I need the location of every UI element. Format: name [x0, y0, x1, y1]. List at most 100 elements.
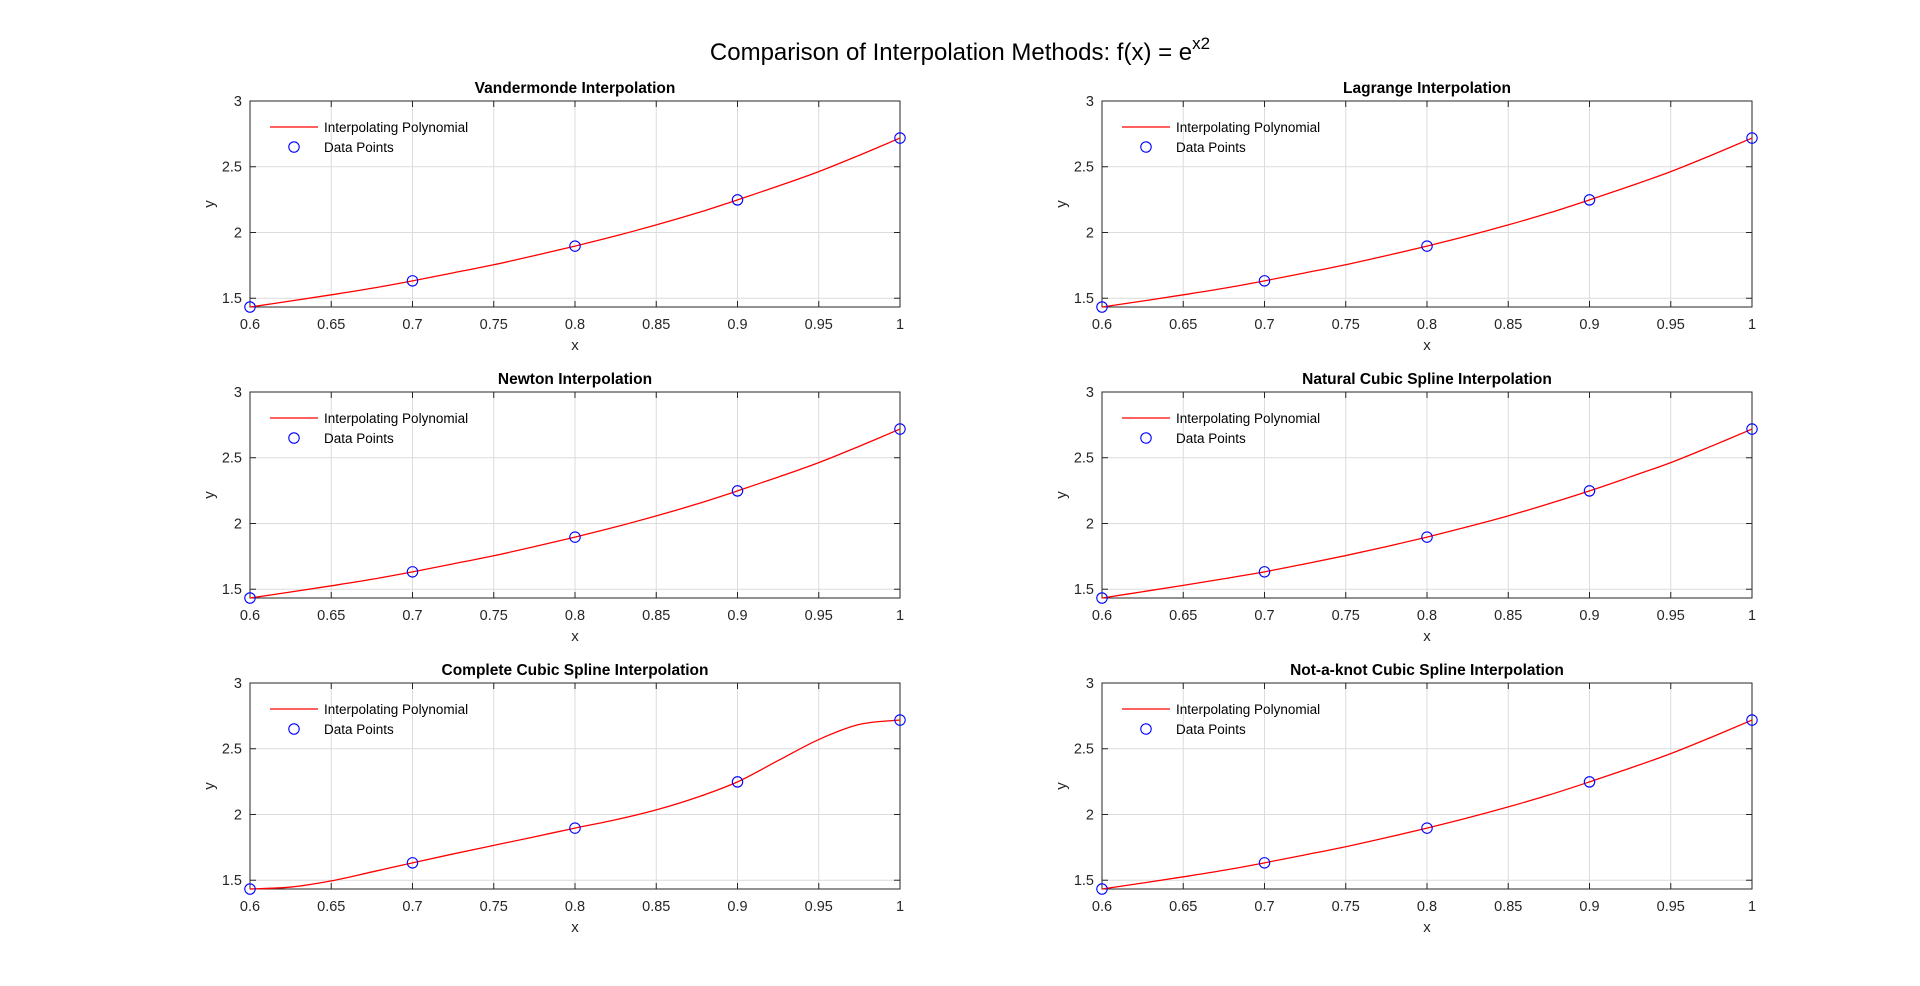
legend: Interpolating Polynomial Data Points: [1122, 702, 1320, 737]
series-markers-data-points: [244, 714, 906, 895]
data-point-marker: [1258, 275, 1271, 287]
x-tick-label: 0.75: [480, 899, 508, 915]
x-tick-label: 0.8: [565, 899, 585, 915]
y-tick-label: 3: [234, 385, 242, 401]
y-axis-label: y: [1053, 782, 1070, 790]
series-markers-data-points: [1096, 714, 1758, 895]
x-axis-label: x: [571, 628, 579, 645]
x-tick-label: 0.85: [642, 608, 670, 624]
data-point-marker: [569, 240, 581, 252]
legend: Interpolating Polynomial Data Points: [270, 411, 468, 446]
subplot-vandermonde-interpolation: 0.6 0.65 0.7 0.75 0.8 0.85 0.9 0.95 1 1.5 2 2.5 3 Van…: [201, 80, 906, 354]
data-point-marker: [1421, 531, 1433, 543]
data-point-marker: [731, 485, 744, 497]
data-point-marker: [1421, 822, 1433, 834]
legend-entry-label: Interpolating Polynomial: [1176, 411, 1320, 426]
x-tick-label: 0.9: [1579, 899, 1599, 915]
subplot-title: Vandermonde Interpolation: [475, 80, 676, 97]
data-point-marker: [1096, 301, 1108, 313]
subplot-title: Newton Interpolation: [498, 371, 652, 388]
y-tick-label: 2.5: [1074, 742, 1094, 758]
x-tick-label: 0.9: [1579, 317, 1599, 333]
legend-marker-sample: [288, 432, 300, 444]
series-markers-data-points: [244, 423, 906, 604]
x-tick-label: 1: [896, 608, 904, 624]
data-point-marker: [1258, 566, 1271, 578]
legend-marker-sample: [1140, 432, 1152, 444]
x-tick-label: 0.7: [1254, 317, 1274, 333]
data-point-marker: [731, 194, 744, 206]
x-tick-label: 0.7: [402, 317, 422, 333]
data-point-marker: [1421, 240, 1433, 252]
legend-entry-label: Interpolating Polynomial: [1176, 702, 1320, 717]
x-tick-label: 0.65: [1169, 899, 1197, 915]
data-point-marker: [1096, 883, 1108, 895]
y-tick-label: 2.5: [222, 742, 242, 758]
legend-entry-label: Interpolating Polynomial: [324, 120, 468, 135]
legend: Interpolating Polynomial Data Points: [1122, 411, 1320, 446]
x-tick-label: 0.6: [240, 317, 260, 333]
series-markers-data-points: [1096, 423, 1758, 604]
subplot-title: Not-a-knot Cubic Spline Interpolation: [1290, 662, 1564, 679]
x-axis-label: x: [1423, 628, 1431, 645]
data-point-marker: [1746, 714, 1758, 726]
x-tick-label: 0.85: [642, 899, 670, 915]
y-tick-label: 2: [234, 807, 242, 823]
figure-title-main: Comparison of Interpolation Methods: f(x…: [710, 39, 1192, 66]
legend-marker-sample: [288, 141, 300, 153]
x-tick-label: 0.8: [565, 608, 585, 624]
y-tick-label: 1.5: [1074, 873, 1094, 889]
y-tick-label: 3: [1086, 385, 1094, 401]
axes-frame: [249, 391, 901, 599]
x-tick-label: 1: [1748, 899, 1756, 915]
x-tick-label: 0.85: [1494, 317, 1522, 333]
series-markers-data-points: [244, 132, 906, 313]
y-tick-label: 1.5: [1074, 291, 1094, 307]
legend-marker-sample: [1140, 723, 1152, 735]
subplots-area: 0.6 0.65 0.7 0.75 0.8 0.85 0.9 0.95 1 1.5 2 2.5 3 Van…: [201, 80, 1758, 936]
data-point-marker: [569, 531, 581, 543]
axes-frame: [1101, 682, 1753, 890]
data-point-marker: [1583, 485, 1596, 497]
axes-frame: [1101, 100, 1753, 308]
x-tick-label: 0.7: [402, 899, 422, 915]
series-line-interpolating-polynomial: [1101, 137, 1753, 308]
x-tick-label: 0.75: [480, 608, 508, 624]
subplot-not-a-knot-cubic-spline-interpolation: 0.6 0.65 0.7 0.75 0.8 0.85 0.9 0.95 1 1.5 2 2.5 3 Not…: [1053, 662, 1758, 936]
x-gridlines: 0.6 0.65 0.7 0.75 0.8 0.85 0.9 0.95 1: [240, 683, 904, 915]
legend-entry-label: Data Points: [324, 722, 394, 737]
x-tick-label: 0.9: [727, 899, 747, 915]
x-tick-label: 0.75: [1332, 608, 1360, 624]
series-line-interpolating-polynomial: [249, 428, 901, 599]
x-tick-label: 0.95: [805, 608, 833, 624]
x-tick-label: 0.75: [1332, 899, 1360, 915]
x-tick-label: 0.95: [1657, 608, 1685, 624]
data-point-marker: [1583, 194, 1596, 206]
x-tick-label: 0.6: [1092, 899, 1112, 915]
x-tick-label: 0.95: [805, 899, 833, 915]
x-tick-label: 0.8: [1417, 899, 1437, 915]
x-tick-label: 1: [1748, 608, 1756, 624]
x-tick-label: 0.7: [1254, 608, 1274, 624]
y-tick-label: 1.5: [222, 873, 242, 889]
x-tick-label: 0.9: [727, 608, 747, 624]
y-axis-label: y: [201, 200, 218, 208]
y-axis-label: y: [201, 782, 218, 790]
x-tick-label: 0.75: [480, 317, 508, 333]
x-tick-label: 0.9: [727, 317, 747, 333]
data-point-marker: [1746, 132, 1758, 144]
y-axis-label: y: [1053, 200, 1070, 208]
x-tick-label: 0.65: [317, 317, 345, 333]
x-axis-label: x: [571, 337, 579, 354]
x-tick-label: 0.85: [1494, 899, 1522, 915]
x-tick-label: 0.6: [240, 899, 260, 915]
x-tick-label: 0.75: [1332, 317, 1360, 333]
data-point-marker: [569, 822, 581, 834]
x-tick-label: 0.7: [1254, 899, 1274, 915]
legend: Interpolating Polynomial Data Points: [270, 702, 468, 737]
x-tick-label: 0.6: [240, 608, 260, 624]
x-tick-label: 0.6: [1092, 317, 1112, 333]
y-tick-label: 2: [1086, 225, 1094, 241]
data-point-marker: [244, 883, 256, 895]
